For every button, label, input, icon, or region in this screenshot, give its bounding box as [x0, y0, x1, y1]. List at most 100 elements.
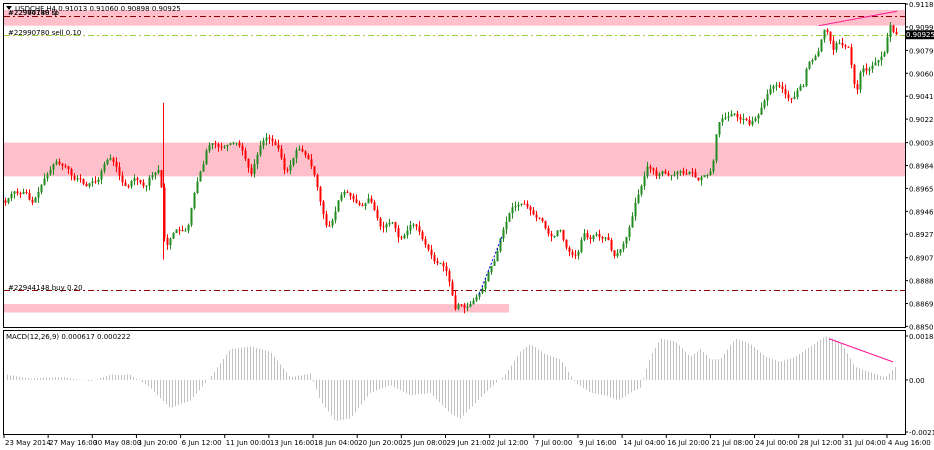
- candle-body: [751, 120, 754, 125]
- candle-body: [220, 146, 223, 148]
- time-tick-label: 20 Jun 20:00: [358, 439, 402, 447]
- candle-body: [379, 218, 382, 227]
- candle-body: [562, 230, 565, 240]
- candle-body: [253, 163, 256, 174]
- candle-body: [703, 175, 706, 178]
- candle-body: [337, 200, 340, 212]
- candle-body: [775, 85, 778, 87]
- candle-body: [301, 149, 304, 152]
- time-tick-label: 2 Jul 12:00: [491, 439, 529, 447]
- support-resistance-zone-1: [4, 142, 905, 177]
- candle-body: [676, 171, 679, 175]
- candle-body: [733, 113, 736, 115]
- candle-body: [154, 172, 157, 176]
- candle-body: [376, 209, 379, 219]
- candle-body: [118, 167, 121, 176]
- candle-body: [724, 117, 727, 119]
- candle-body: [115, 161, 118, 168]
- candle-body: [175, 229, 178, 233]
- candle-body: [445, 266, 448, 272]
- candle-body: [688, 171, 691, 175]
- candle-body: [451, 281, 454, 296]
- candle-body: [652, 168, 655, 171]
- candle-body: [874, 62, 877, 66]
- candle-body: [76, 178, 79, 180]
- candle-body: [181, 230, 184, 232]
- candle-body: [67, 166, 70, 169]
- candle-body: [463, 304, 466, 308]
- candle-body: [418, 226, 421, 232]
- candle-body: [766, 93, 769, 101]
- main-trendlines[interactable]: [478, 10, 898, 295]
- candle-body: [250, 167, 253, 174]
- candle-body: [664, 171, 667, 174]
- candle-body: [667, 173, 670, 176]
- order-lines[interactable]: [4, 16, 905, 291]
- price-tick-label: 0.88695: [909, 300, 934, 308]
- symbol-title: USDCHF,H4 0.91013 0.91060 0.90898 0.9092…: [15, 5, 181, 13]
- macd-trendline[interactable]: [828, 338, 894, 363]
- time-tick-label: 7 Jul 00:00: [535, 439, 573, 447]
- candle-body: [40, 184, 43, 193]
- candle-body: [322, 201, 325, 215]
- candle-body: [772, 86, 775, 89]
- candle-body: [748, 120, 751, 125]
- trendline-0[interactable]: [818, 10, 898, 27]
- candle-body: [511, 207, 514, 214]
- candle-body: [604, 237, 607, 239]
- macd-trendline[interactable]: [828, 338, 894, 363]
- candle-body: [619, 249, 622, 254]
- candle-body: [526, 203, 529, 207]
- candle-body: [784, 88, 787, 95]
- candle-body: [781, 86, 784, 89]
- order-labels: #22990780 tp #22990780 sell 0.10 #22944148…: [8, 9, 83, 292]
- time-tick-label: 21 Jul 08:00: [711, 439, 753, 447]
- candle-body: [70, 168, 73, 176]
- price-tick-label: 0.90415: [909, 93, 934, 101]
- candle-body: [217, 144, 220, 147]
- candle-body: [718, 122, 721, 135]
- candle-body: [277, 145, 280, 149]
- price-tick-label: 0.90605: [909, 70, 934, 78]
- collapse-arrow-icon[interactable]: [6, 6, 12, 10]
- candle-body: [862, 68, 865, 73]
- candle-body: [142, 182, 145, 186]
- candle-body: [859, 72, 862, 90]
- candle-body: [202, 164, 205, 172]
- candle-body: [796, 90, 799, 98]
- candle-body: [742, 118, 745, 120]
- candlestick-series: [4, 21, 898, 314]
- candle-body: [877, 60, 880, 63]
- time-tick-label: 27 May 16:00: [49, 439, 97, 447]
- candle-body: [256, 154, 259, 164]
- candle-body: [886, 37, 889, 53]
- candle-body: [34, 197, 37, 203]
- candle-body: [571, 251, 574, 255]
- candle-body: [505, 221, 508, 230]
- candle-body: [646, 166, 649, 177]
- candle-body: [541, 218, 544, 221]
- candle-body: [46, 174, 49, 179]
- candle-body: [460, 304, 463, 306]
- candle-body: [58, 161, 61, 164]
- candle-body: [400, 237, 403, 239]
- candle-body: [622, 243, 625, 250]
- candle-body: [109, 158, 112, 160]
- main-zones: [4, 10, 905, 313]
- candle-body: [568, 247, 571, 252]
- candle-body: [265, 137, 268, 141]
- macd-title: MACD(12,26,9) 0.000617 0.000222: [6, 333, 130, 341]
- candle-body: [475, 296, 478, 301]
- candle-body: [10, 193, 13, 199]
- candle-body: [478, 292, 481, 297]
- support-resistance-zone-0: [4, 10, 905, 26]
- candle-body: [685, 173, 688, 175]
- candle-body: [499, 238, 502, 252]
- candle-body: [412, 224, 415, 226]
- candle-body: [502, 229, 505, 239]
- candle-body: [466, 306, 469, 308]
